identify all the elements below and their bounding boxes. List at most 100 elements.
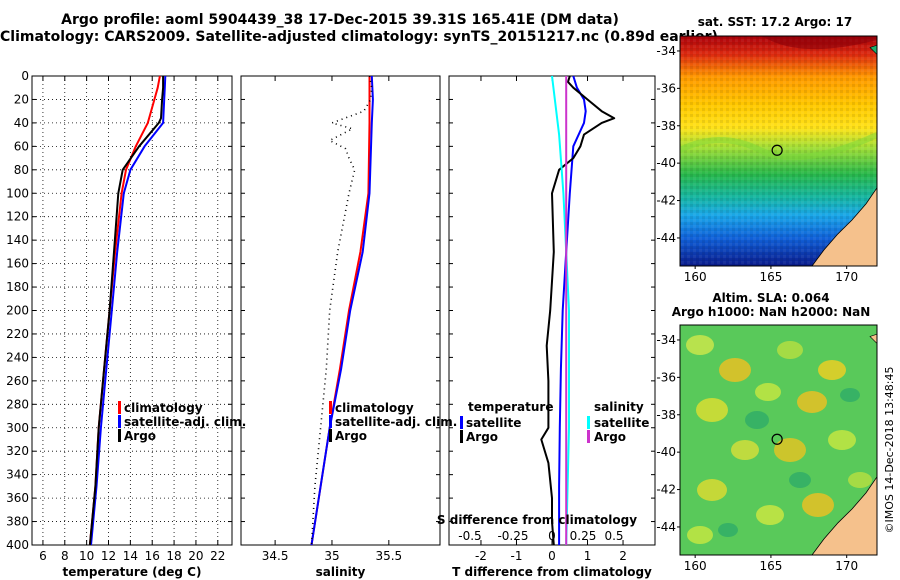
sla-anomaly-blob [774, 438, 806, 462]
sla-anomaly-blob [848, 472, 872, 488]
sla-anomaly-blob [686, 335, 714, 355]
y-tick-label: 60 [14, 139, 29, 153]
sla-anomaly-blob [818, 360, 846, 380]
panel-temperature: 0 20 40 60 80 100 120 140 160 180 200 220 240 260 280 3… [6, 69, 246, 579]
x-tick-label: 16 [145, 549, 160, 563]
legend-swatch [118, 429, 121, 442]
salinity-tick-label: -0.25 [497, 529, 528, 543]
imos-watermark: ©IMOS 14-Dec-2018 13:48:45 [883, 367, 896, 534]
salinity-tick-label: 0.5 [604, 529, 623, 543]
legend-label: climatology [124, 401, 203, 415]
y-tick-label: 100 [6, 186, 29, 200]
y-tick-label: 380 [6, 515, 29, 529]
legend-label: Argo [466, 430, 498, 444]
legend-swatch [329, 401, 332, 414]
map-frame [679, 324, 878, 556]
lon-tick-label: 170 [835, 559, 858, 573]
legend-swatch [587, 430, 590, 443]
x-tick-label: 0 [548, 549, 556, 563]
lat-tick-label: -44 [656, 231, 676, 245]
map-field [680, 36, 877, 266]
y-tick-label: 260 [6, 374, 29, 388]
y-tick-label: 340 [6, 468, 29, 482]
lat-tick-label: -38 [656, 408, 676, 422]
map-frame [679, 35, 878, 267]
x-tick-label: 35 [324, 549, 339, 563]
lon-tick-label: 165 [759, 559, 782, 573]
sla-map: -34 -36 -38 -40 -42 -44 160 165 170 [656, 324, 878, 573]
series-temperature-satellite [558, 75, 587, 545]
lat-tick-label: -34 [656, 44, 676, 58]
legend-label: Argo [124, 429, 156, 443]
sla-anomaly-blob [797, 391, 827, 413]
land-north [869, 44, 877, 55]
x-tick-label: 2 [619, 549, 627, 563]
sla-anomaly-blob [718, 523, 738, 537]
y-tick-label: 280 [6, 397, 29, 411]
x-tick-label: 12 [101, 549, 116, 563]
chart-title-line2: Climatology: CARS2009. Satellite-adjuste… [0, 29, 718, 45]
legend-label: satellite [594, 416, 649, 430]
lon-tick-label: 170 [835, 270, 858, 284]
legend-label: Argo [335, 429, 367, 443]
sla-map-title-line1: Altim. SLA: 0.064 [712, 291, 829, 305]
salinity-tick-label: 0.25 [570, 529, 597, 543]
sla-anomaly-blob [756, 505, 784, 525]
x-tick-label: 35.5 [375, 549, 402, 563]
y-tick-label: 220 [6, 327, 29, 341]
series-temperature-argo [540, 75, 616, 546]
x-tick-label: 1 [584, 549, 592, 563]
y-tick-label: 80 [14, 163, 29, 177]
y-tick-label: 400 [6, 538, 29, 552]
sla-anomaly-blob [687, 526, 713, 544]
lon-tick-label: 160 [684, 559, 707, 573]
y-tick-label: 160 [6, 257, 29, 271]
y-tick-label: 360 [6, 491, 29, 505]
series-satellite-adj-clim- [90, 75, 167, 546]
lat-tick-label: -40 [656, 445, 676, 459]
sst-front [680, 132, 877, 161]
legend-swatch [118, 401, 121, 414]
legend-heading-salinity: salinity [594, 400, 644, 414]
series-argo [88, 76, 165, 546]
sst-map-title: sat. SST: 17.2 Argo: 17 [698, 15, 852, 29]
lat-tick-label: -34 [656, 333, 676, 347]
lat-tick-label: -38 [656, 119, 676, 133]
x-tick-label: 14 [123, 549, 138, 563]
lat-tick-label: -44 [656, 520, 676, 534]
sla-anomaly-blob [755, 383, 781, 401]
lon-tick-label: 160 [684, 270, 707, 284]
y-tick-label: 300 [6, 421, 29, 435]
lat-tick-label: -42 [656, 483, 676, 497]
x-tick-label: -1 [510, 549, 522, 563]
y-tick-label: 20 [14, 92, 29, 106]
x-axis-label: T difference from climatology [452, 565, 652, 579]
salinity-tick-label: -0.5 [458, 529, 481, 543]
sst-warm-patch [762, 36, 877, 50]
chart-title-line1: Argo profile: aoml 5904439_38 17-Dec-201… [61, 12, 619, 28]
x-tick-label: 18 [166, 549, 181, 563]
x-tick-label: 34.5 [262, 549, 289, 563]
legend-swatch [118, 415, 121, 428]
sla-anomaly-blob [697, 479, 727, 501]
sla-anomaly-blob [828, 430, 856, 450]
y-tick-label: 180 [6, 280, 29, 294]
series-satellite-adj-clim- [310, 75, 374, 546]
legend-swatch [460, 416, 463, 429]
sla-anomaly-blob [840, 388, 860, 402]
sst-map: -34 -36 -38 -40 -42 -44 160 165 170 [656, 35, 878, 284]
legend-label: Argo [594, 430, 626, 444]
land-north [869, 333, 877, 344]
legend-swatch [329, 415, 332, 428]
plot-frame [448, 75, 656, 546]
sla-anomaly-blob [731, 440, 759, 460]
y-tick-label: 120 [6, 210, 29, 224]
sla-anomaly-blob [789, 472, 811, 488]
map-field [680, 325, 877, 555]
salinity-tick-label: 0 [548, 529, 556, 543]
legend-swatch [460, 430, 463, 443]
sla-anomaly-blob [696, 398, 728, 422]
x-axis-top-label: S difference from climatology [437, 513, 637, 527]
y-tick-label: 0 [21, 69, 29, 83]
argo-position-marker [771, 433, 783, 445]
